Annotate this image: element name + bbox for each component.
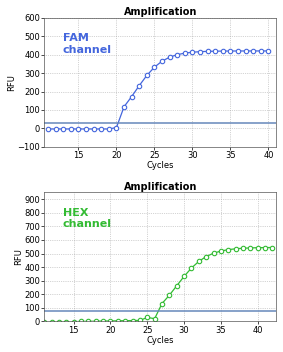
Title: Amplification: Amplification — [123, 182, 197, 191]
Y-axis label: RFU: RFU — [14, 249, 23, 265]
Text: HEX
channel: HEX channel — [63, 208, 112, 230]
X-axis label: Cycles: Cycles — [146, 336, 174, 345]
Y-axis label: RFU: RFU — [7, 74, 16, 91]
X-axis label: Cycles: Cycles — [146, 162, 174, 170]
Text: FAM
channel: FAM channel — [63, 33, 112, 55]
Title: Amplification: Amplification — [123, 7, 197, 17]
